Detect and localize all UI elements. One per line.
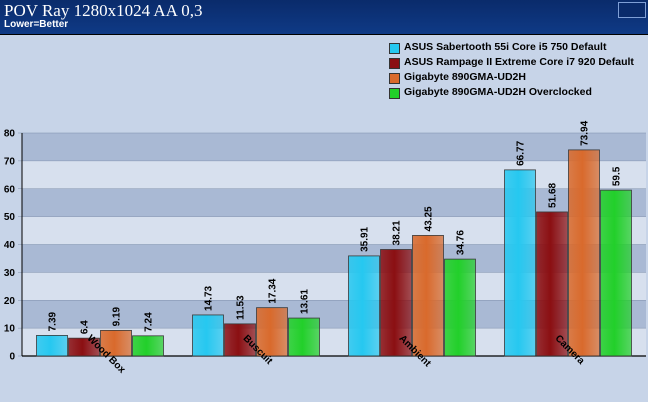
y-tick-label: 80 — [4, 129, 16, 140]
bar — [536, 211, 568, 357]
legend-swatch — [389, 58, 400, 69]
y-tick-label: 10 — [4, 324, 16, 335]
legend-swatch — [389, 88, 400, 99]
y-tick-label: 0 — [9, 352, 15, 363]
grid-band — [22, 160, 646, 189]
legend-item-1: ASUS Rampage II Extreme Core i7 920 Defa… — [388, 55, 644, 70]
data-label: 51.68 — [548, 182, 559, 207]
data-label: 35.91 — [360, 226, 371, 251]
chart-subtitle: Lower=Better — [4, 19, 69, 30]
legend-swatch — [389, 43, 400, 54]
bar — [36, 335, 68, 357]
data-label: 73.94 — [580, 120, 591, 145]
bar — [192, 314, 224, 357]
chart-legend: ASUS Sabertooth 55i Core i5 750 Default … — [388, 40, 644, 100]
data-label: 66.77 — [516, 140, 527, 165]
legend-label: ASUS Sabertooth 55i Core i5 750 Default — [404, 41, 607, 53]
data-label: 6.4 — [80, 320, 91, 334]
data-label: 34.76 — [456, 230, 467, 255]
bar — [412, 235, 444, 357]
data-label: 14.73 — [204, 285, 215, 310]
bar — [568, 149, 600, 357]
y-tick-label: 50 — [4, 212, 16, 223]
y-tick-label: 60 — [4, 184, 16, 195]
window-controls — [618, 2, 646, 18]
bar — [132, 335, 164, 357]
legend-label: Gigabyte 890GMA-UD2H — [404, 71, 526, 83]
bar — [504, 169, 536, 357]
legend-label: Gigabyte 890GMA-UD2H Overclocked — [404, 86, 592, 98]
legend-item-0: ASUS Sabertooth 55i Core i5 750 Default — [388, 40, 644, 55]
chart-title: POV Ray 1280x1024 AA 0,3 — [4, 1, 203, 20]
bar — [256, 307, 288, 357]
grid-band — [22, 133, 646, 161]
chart-header: POV Ray 1280x1024 AA 0,3 Lower=Better — [0, 0, 648, 35]
bar — [288, 317, 320, 357]
legend-item-3: Gigabyte 890GMA-UD2H Overclocked — [388, 85, 644, 100]
data-label: 59.5 — [612, 166, 623, 186]
legend-item-2: Gigabyte 890GMA-UD2H — [388, 70, 644, 85]
data-label: 13.61 — [300, 289, 311, 314]
data-label: 11.53 — [236, 295, 247, 320]
bar — [348, 255, 380, 357]
bar — [380, 249, 412, 357]
bar — [600, 189, 632, 357]
data-label: 7.24 — [144, 312, 155, 332]
bar — [444, 258, 476, 357]
bar — [100, 329, 132, 357]
y-tick-label: 30 — [4, 268, 16, 279]
y-tick-label: 40 — [4, 240, 16, 251]
data-label: 38.21 — [392, 220, 403, 245]
bar — [224, 323, 256, 357]
data-label: 9.19 — [112, 306, 123, 326]
legend-swatch — [389, 73, 400, 84]
data-label: 17.34 — [268, 278, 279, 303]
y-tick-label: 70 — [4, 156, 16, 167]
legend-label: ASUS Rampage II Extreme Core i7 920 Defa… — [404, 56, 634, 68]
bar — [68, 337, 100, 357]
data-label: 7.39 — [48, 311, 59, 331]
y-tick-label: 20 — [4, 296, 16, 307]
data-label: 43.25 — [424, 206, 435, 231]
